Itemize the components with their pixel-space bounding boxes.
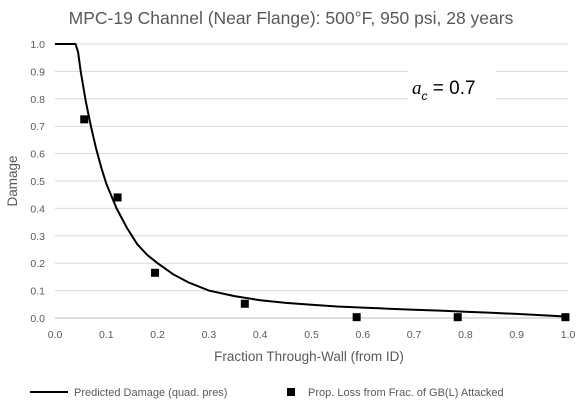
x-tick-label: 0.1 (99, 329, 114, 341)
y-tick-label: 0.1 (30, 286, 45, 298)
y-tick-label: 0.8 (30, 94, 45, 106)
annotation-value: = 0.7 (428, 78, 476, 99)
x-tick-label: 0.3 (202, 329, 217, 341)
legend-label-measured: Prop. Loss from Frac. of GB(L) Attacked (308, 387, 504, 399)
measured-points (80, 115, 570, 322)
predicted-damage-curve (55, 43, 569, 318)
data-point (80, 115, 89, 124)
y-tick-label: 0.6 (30, 149, 45, 161)
grid-lines (55, 43, 568, 292)
annotation-symbol: a (412, 78, 422, 99)
x-tick-label: 0.8 (458, 329, 473, 341)
data-point (113, 193, 122, 202)
legend: Predicted Damage (quad. pres) Prop. Loss… (30, 387, 504, 399)
y-tick-label: 0.0 (30, 313, 45, 325)
data-point (240, 299, 249, 308)
annotation-text: ac = 0.7 (412, 78, 476, 103)
y-tick-label: 0.3 (30, 231, 45, 243)
x-tick-label: 1.0 (561, 329, 576, 341)
data-point (453, 313, 462, 322)
x-tick-labels: 0.0 0.1 0.2 0.3 0.4 0.5 0.6 0.7 0.8 0.9 1.0 (48, 329, 576, 341)
data-point (352, 313, 361, 322)
y-tick-label: 0.5 (30, 176, 45, 188)
annotation-background (408, 70, 496, 104)
y-axis-title: Damage (5, 155, 20, 206)
x-tick-label: 0.9 (509, 329, 524, 341)
annotation-subscript: c (422, 89, 428, 103)
x-tick-label: 0.2 (150, 329, 165, 341)
y-tick-label: 0.4 (30, 203, 45, 215)
y-tick-label: 0.7 (30, 121, 45, 133)
x-tick-label: 0.6 (355, 329, 370, 341)
data-point (151, 268, 160, 277)
x-tick-label: 0.7 (407, 329, 422, 341)
chart-title: MPC-19 Channel (Near Flange): 500°F, 950… (69, 8, 514, 28)
legend-label-predicted: Predicted Damage (quad. pres) (74, 387, 227, 399)
y-tick-labels: 0.0 0.1 0.2 0.3 0.4 0.5 0.6 0.7 0.8 0.9 1.0 (30, 39, 45, 325)
x-tick-label: 0.4 (253, 329, 268, 341)
x-tick-label: 0.0 (48, 329, 63, 341)
y-tick-label: 0.9 (30, 66, 45, 78)
x-axis-title: Fraction Through-Wall (from ID) (214, 349, 404, 364)
y-tick-label: 0.2 (30, 258, 45, 270)
data-point (561, 313, 570, 322)
y-tick-label: 1.0 (30, 39, 45, 51)
legend-marker-swatch (287, 388, 295, 396)
annotation-box: ac = 0.7 (408, 70, 496, 104)
x-tick-label: 0.5 (304, 329, 319, 341)
